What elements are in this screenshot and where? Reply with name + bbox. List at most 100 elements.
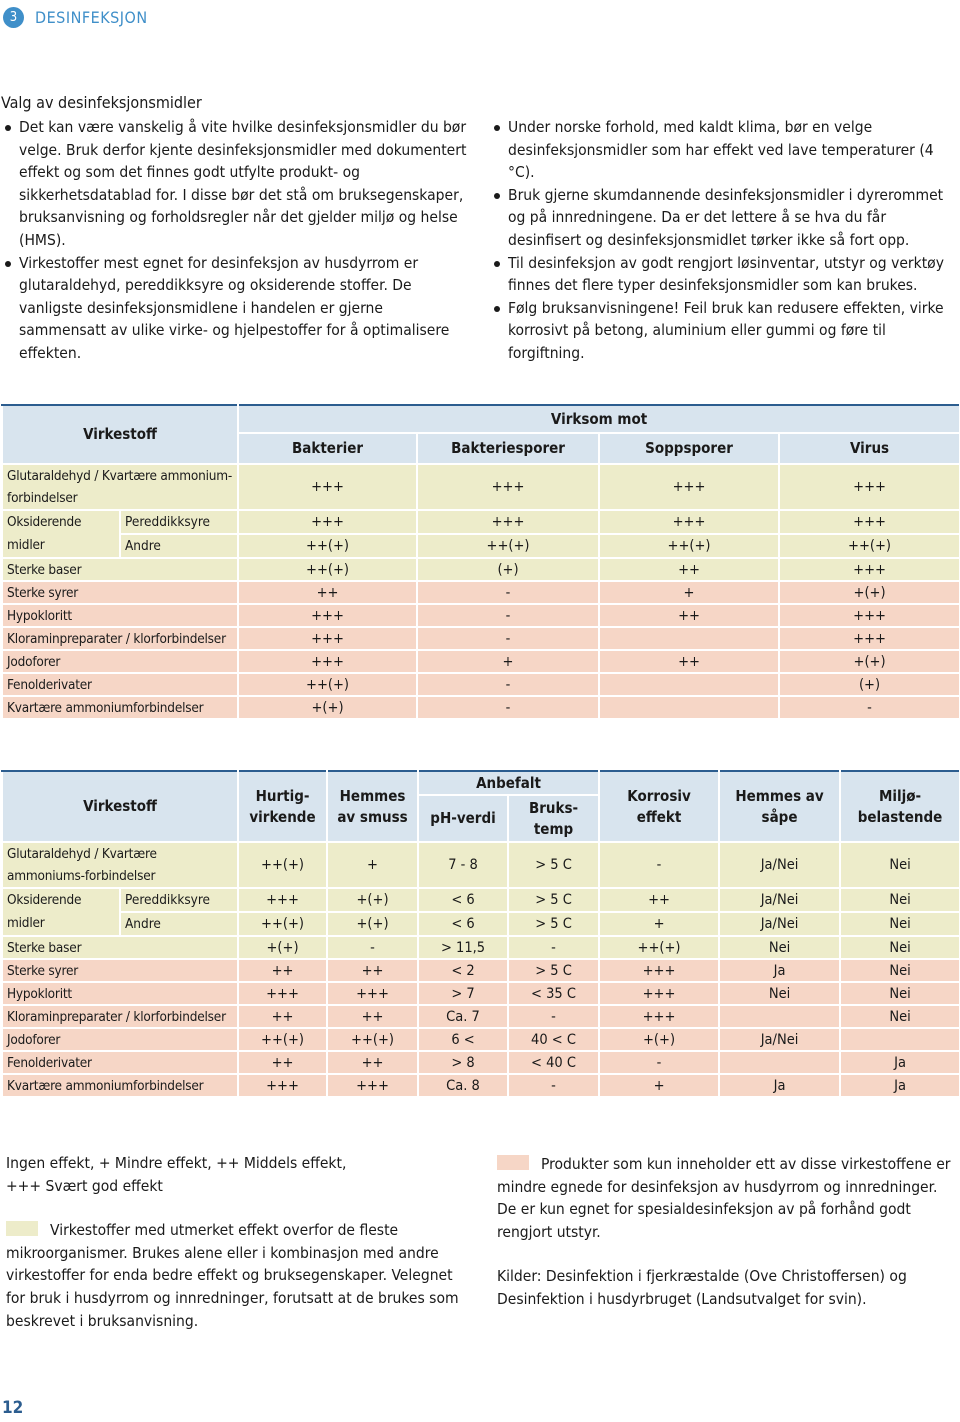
value-cell: (+) — [416, 557, 601, 582]
name-cell: Glutaraldehyd / Kvartære ammoniums-forbi… — [0, 841, 240, 889]
value-cell: Ja/Nei — [718, 1027, 842, 1052]
value-cell: +++ — [598, 509, 781, 535]
name-cell: Sterke baser — [0, 935, 240, 960]
header-cell: Hemmes av smuss — [326, 770, 420, 843]
header-cell: Bakterier — [237, 432, 419, 465]
value-cell: > 5 C — [507, 958, 601, 983]
value-cell: ++ — [237, 1050, 329, 1075]
name-cell: Andre — [118, 911, 240, 937]
row: Fenolderivater ++ ++ > 8 < 40 C - Ja — [0, 1050, 960, 1075]
row: Hypokloritt +++ - ++ +++ — [0, 603, 960, 628]
value-cell: > 5 C — [507, 841, 601, 889]
section-heading: Valg av desinfeksjonsmidler — [1, 93, 202, 112]
value-cell: Nei — [718, 935, 842, 960]
value-cell: Ja — [718, 958, 842, 983]
property-table: Virkestoff Hurtig-virkende Hemmes av smuss A… — [0, 770, 960, 1098]
value-cell — [839, 1027, 960, 1052]
value-cell: +++ — [326, 981, 420, 1006]
row: Kloraminpreparater / klorforbindelser+++… — [0, 1004, 960, 1029]
group-cell: Oksiderende midler — [1, 887, 121, 937]
header-line: Miljø- — [878, 786, 922, 805]
value-cell: ++ — [598, 603, 781, 628]
value-cell: Ja/Nei — [718, 887, 842, 913]
value-cell: - — [416, 580, 601, 605]
sources: Kilder: Desinfektion i fjerkræstalde (Ov… — [497, 1267, 907, 1308]
bullet: Virkestoffer mest egnet for desinfeksjon… — [1, 252, 471, 365]
value-cell: ++ — [598, 887, 721, 913]
row: Glutaraldehyd / Kvartære ammoniums-forbi… — [0, 841, 960, 889]
value-cell: > 8 — [417, 1050, 510, 1075]
row: Kloraminpreparater / klorforbindelser+++… — [0, 626, 960, 651]
value-cell: +++ — [237, 603, 419, 628]
value-cell: +(+) — [598, 1027, 721, 1052]
table-head: Virkestoff Hurtig-virkende Hemmes av smuss A… — [0, 770, 960, 843]
value-cell: Nei — [839, 841, 960, 889]
name-cell: Pereddikksyre — [118, 509, 240, 535]
value-cell: +++ — [237, 649, 419, 674]
legend-text: Virkestoffer med utmerket effekt overfor… — [6, 1221, 459, 1330]
value-cell: > 5 C — [507, 887, 601, 913]
value-cell: +(+) — [778, 649, 960, 674]
name-cell: Kloraminpreparater / klorforbindelser — [0, 1004, 240, 1029]
bullet: Til desinfeksjon av godt rengjort løsinv… — [490, 252, 958, 297]
row: Oksiderende midler Pereddikksyre +++ +(+) < … — [1, 887, 960, 937]
bullet-list: Det kan være vanskelig å vite hvilke des… — [1, 116, 471, 365]
value-cell: +++ — [326, 1073, 420, 1098]
value-cell — [598, 672, 781, 697]
value-cell: - — [507, 1073, 601, 1098]
value-cell: Ja/Nei — [718, 841, 842, 889]
group-cell: Oksiderende midler — [1, 509, 121, 559]
header-cell: Soppsporer — [598, 432, 781, 465]
header-line: såpe — [761, 807, 798, 826]
value-cell: ++(+) — [237, 672, 419, 697]
value-cell: Nei — [839, 1004, 960, 1029]
table-body: Glutaraldehyd / Kvartære ammoniums-forbi… — [0, 841, 960, 1098]
bullet: Bruk gjerne skumdannende desinfeksjonsmi… — [490, 184, 958, 252]
value-cell: +++ — [416, 463, 601, 511]
value-cell — [598, 626, 781, 651]
value-cell: ++(+) — [778, 533, 960, 559]
name-cell: Glutaraldehyd / Kvartære ammonium-forbin… — [0, 463, 240, 511]
value-cell: ++(+) — [237, 911, 329, 937]
bullet-list: Under norske forhold, med kaldt klima, b… — [490, 116, 958, 365]
row: Andre ++(+) +(+) < 6 > 5 C + Ja/Nei Nei — [2, 911, 960, 937]
row: Oksiderende midler Pereddikksyre +++ +++ +++… — [1, 509, 960, 559]
row: Glutaraldehyd / Kvartære ammonium-forbin… — [0, 463, 960, 511]
effect-table: Virkestoff Virksom mot Bakterier Bakteriesp… — [0, 403, 960, 720]
bullet: Det kan være vanskelig å vite hvilke des… — [1, 116, 471, 252]
name-cell: Hypokloritt — [0, 981, 240, 1006]
value-cell: - — [326, 935, 420, 960]
header-cell: Hemmes av såpe — [718, 770, 842, 843]
value-cell: < 2 — [417, 958, 510, 983]
legend-right: Produkter som kun inneholder ett av diss… — [497, 1153, 952, 1311]
chapter-number: 3 — [3, 7, 24, 28]
value-cell — [718, 1050, 842, 1075]
value-cell: + — [598, 911, 721, 937]
value-cell: ++(+) — [598, 533, 781, 559]
value-cell: +++ — [778, 603, 960, 628]
value-cell: ++ — [237, 580, 419, 605]
name-cell: Fenolderivater — [0, 672, 240, 697]
value-cell: - — [416, 695, 601, 720]
value-cell: - — [778, 695, 960, 720]
name-cell: Kvartære ammoniumforbindelser — [0, 695, 240, 720]
legend-green: Virkestoffer med utmerket effekt overfor… — [6, 1219, 476, 1332]
value-cell: ++ — [326, 958, 420, 983]
value-cell: ++(+) — [237, 557, 419, 582]
value-cell: +(+) — [326, 887, 420, 913]
row: Jodoforer ++(+) ++(+) 6 <40 < C +(+) Ja/Nei — [0, 1027, 960, 1052]
name-cell: Pereddikksyre — [118, 887, 240, 913]
name-cell: Fenolderivater — [0, 1050, 240, 1075]
header-line: virkende — [249, 807, 316, 826]
value-cell: ++ — [598, 649, 781, 674]
value-cell: ++ — [326, 1050, 420, 1075]
name-cell: Sterke syrer — [0, 580, 240, 605]
header-row: pH-verdi Bruks-temp — [2, 794, 960, 843]
value-cell: +++ — [598, 463, 781, 511]
value-cell: - — [416, 672, 601, 697]
value-cell: ++(+) — [237, 533, 419, 559]
header-cell: Anbefalt — [417, 770, 601, 796]
name-cell: Andre — [118, 533, 240, 559]
name-cell: Hypokloritt — [0, 603, 240, 628]
